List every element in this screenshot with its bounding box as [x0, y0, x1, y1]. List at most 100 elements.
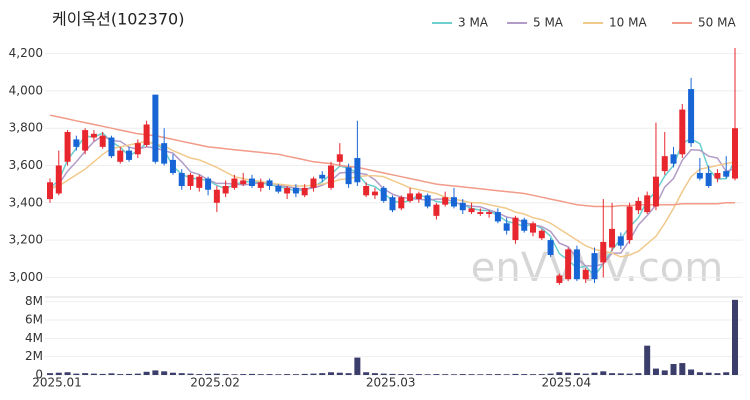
volume-bar: [609, 373, 616, 375]
volume-bar: [696, 372, 703, 375]
candle-body: [565, 249, 572, 280]
volume-bar: [565, 372, 572, 375]
legend-label: 10 MA: [609, 16, 647, 30]
x-tick-label: 2025.02: [190, 376, 240, 390]
volume-bar: [222, 374, 229, 375]
volume-bar: [512, 373, 519, 375]
volume-bar: [468, 374, 475, 375]
volume-bar: [231, 374, 238, 375]
candle-body: [126, 150, 133, 160]
volume-bar: [600, 371, 607, 375]
x-tick-label: 2025.03: [366, 376, 416, 390]
candle-body: [310, 178, 317, 188]
candle-body: [591, 253, 598, 280]
candle-body: [477, 212, 484, 214]
candle-body: [644, 195, 651, 213]
candle-body: [134, 143, 141, 155]
candle-body: [635, 200, 642, 211]
candle-body: [503, 223, 510, 231]
y-tick-label: 3,400: [9, 195, 43, 209]
volume-bar: [90, 373, 97, 375]
volume-bar: [371, 373, 378, 375]
volume-bar: [328, 372, 335, 375]
candle-body: [389, 197, 396, 211]
candle-body: [178, 172, 185, 187]
volume-bar: [688, 369, 695, 375]
candle-body: [275, 186, 282, 192]
volume-bar: [433, 374, 440, 375]
volume-bar: [723, 372, 730, 375]
candle-body: [609, 228, 616, 248]
candle-body: [108, 137, 115, 157]
candle-body: [222, 186, 229, 194]
candle-body: [600, 241, 607, 263]
volume-bar: [530, 374, 537, 375]
volume-bar: [161, 371, 168, 375]
candle-body: [73, 139, 80, 147]
candle-body: [301, 187, 308, 196]
legend-label: 50 MA: [698, 16, 736, 30]
candle-body: [486, 212, 493, 214]
candle-body: [152, 94, 159, 162]
chart-title: 케이옥션(102370): [52, 10, 184, 29]
candle-body: [617, 236, 624, 246]
candle-body: [380, 187, 387, 201]
y-tick-label: 4,000: [9, 83, 43, 97]
volume-bar: [82, 373, 89, 375]
volume-bar: [363, 372, 370, 375]
volume-bar: [556, 372, 563, 375]
volume-bar: [494, 374, 501, 375]
volume-bar: [486, 374, 493, 375]
candle-body: [538, 230, 545, 239]
candle-body: [82, 130, 89, 151]
volume-bar: [266, 374, 273, 375]
y-tick-label: 2M: [25, 349, 43, 363]
volume-bar: [319, 373, 326, 375]
volume-bar: [644, 345, 651, 375]
candle-body: [64, 131, 71, 162]
volume-bar: [213, 373, 220, 375]
volume-bar: [354, 357, 361, 375]
candle-body: [55, 165, 62, 194]
candle-body: [363, 186, 370, 196]
candle-body: [284, 187, 291, 194]
volume-bar: [310, 373, 317, 375]
volume-bar: [64, 372, 71, 375]
volume-bar: [503, 374, 510, 375]
volume-bar: [336, 372, 343, 375]
candle-body: [99, 135, 106, 147]
candle-body: [169, 159, 176, 173]
candle-body: [688, 89, 695, 144]
candle-body: [319, 174, 326, 179]
volume-bar: [117, 374, 124, 375]
candle-body: [240, 180, 247, 185]
candle-body: [468, 208, 475, 213]
candle-body: [205, 178, 212, 190]
candle-body: [143, 124, 150, 145]
volume-bar: [47, 373, 53, 375]
candle-body: [398, 197, 405, 209]
volume-bar: [126, 373, 133, 375]
candle-body: [47, 182, 53, 200]
volume-bar: [635, 373, 642, 375]
candle-body: [696, 172, 703, 179]
y-tick-label: 3,800: [9, 121, 43, 135]
candle-body: [450, 197, 457, 207]
volume-bar: [591, 372, 598, 375]
candle-body: [354, 158, 361, 183]
candle-body: [679, 109, 686, 155]
candle-body: [90, 133, 97, 138]
candle-body: [732, 128, 738, 179]
y-tick-label: 4M: [25, 331, 43, 345]
y-tick-label: 0: [35, 368, 43, 382]
candle-body: [512, 217, 519, 241]
volume-bar: [240, 374, 247, 375]
volume-bar: [398, 374, 405, 375]
volume-bar: [617, 373, 624, 375]
candle-body: [573, 249, 580, 280]
candle-body: [521, 219, 528, 231]
candle-body: [547, 240, 554, 255]
y-tick-label: 3,200: [9, 233, 43, 247]
volume-bar: [652, 368, 659, 375]
candle-body: [213, 189, 220, 203]
